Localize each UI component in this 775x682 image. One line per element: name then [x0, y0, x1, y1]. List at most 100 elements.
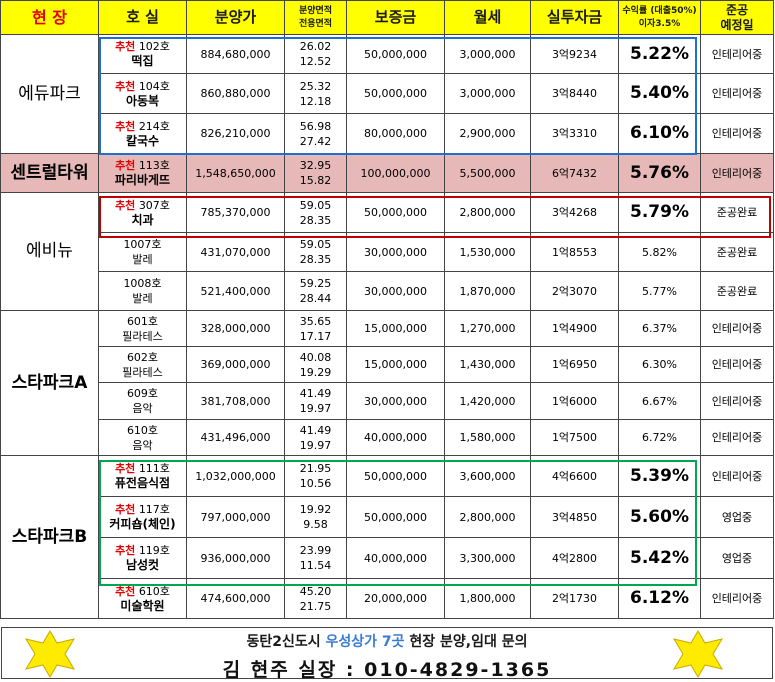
- deposit-cell: 40,000,000: [346, 419, 445, 456]
- status-cell: 인테리어중: [700, 153, 774, 193]
- sale-area: 21.95: [299, 462, 332, 475]
- yield-cell: 5.82%: [618, 232, 701, 272]
- rent-cell: 2,800,000: [444, 192, 531, 233]
- exclusive-area: 21.75: [299, 599, 332, 613]
- investment-cell: 3억4268: [530, 192, 619, 233]
- recommend-badge: 추천: [115, 584, 136, 598]
- sale-area: 32.95: [299, 159, 332, 172]
- rent-cell: 3,600,000: [444, 455, 531, 497]
- recommend-badge: 추천: [115, 198, 136, 212]
- unit-cell: 추천 111호 퓨전음식점: [98, 455, 187, 497]
- investment-cell: 3억8440: [530, 73, 619, 114]
- yield-cell: 5.22%: [618, 34, 701, 74]
- area-cell: 59.25 28.44: [284, 271, 347, 311]
- sale-area: 26.02: [299, 40, 332, 53]
- sale-area: 23.99: [299, 544, 332, 557]
- sale-area: 41.49: [299, 423, 332, 437]
- status-cell: 영업중: [700, 537, 774, 579]
- unit-cell: 1008호 발레: [98, 271, 187, 311]
- unit-cell: 601호 필라테스: [98, 310, 187, 347]
- listing-body: 에듀파크 추천 102호 떡집 884,680,000 26.02 12.52 50,000…: [0, 34, 774, 619]
- yield-cell: 6.72%: [618, 419, 701, 456]
- investment-cell: 2억1730: [530, 578, 619, 619]
- price-cell: 431,496,000: [186, 419, 285, 456]
- deposit-cell: 50,000,000: [346, 455, 445, 497]
- tenant-name: 파리바게뜨: [114, 173, 171, 187]
- unit-cell: 추천 113호 파리바게뜨: [98, 153, 187, 193]
- area-cell: 26.02 12.52: [284, 34, 347, 74]
- status-cell: 인테리어중: [700, 382, 774, 420]
- price-cell: 521,400,000: [186, 271, 285, 311]
- unit-number: 1008호: [123, 277, 162, 290]
- header-unit: 호 실: [98, 0, 187, 35]
- status-cell: 인테리어중: [700, 578, 774, 619]
- price-cell: 474,600,000: [186, 578, 285, 619]
- header-rent: 월세: [444, 0, 531, 35]
- deposit-cell: 50,000,000: [346, 496, 445, 538]
- rent-cell: 1,580,000: [444, 419, 531, 456]
- price-cell: 328,000,000: [186, 310, 285, 347]
- price-cell: 884,680,000: [186, 34, 285, 74]
- area-cell: 45.20 21.75: [284, 578, 347, 619]
- rent-cell: 1,420,000: [444, 382, 531, 420]
- site-name: 에비뉴: [0, 192, 99, 311]
- rent-cell: 2,900,000: [444, 113, 531, 154]
- rent-cell: 1,430,000: [444, 346, 531, 383]
- exclusive-area: 9.58: [303, 518, 328, 531]
- yield-cell: 5.60%: [618, 496, 701, 538]
- area-cell: 59.05 28.35: [284, 192, 347, 233]
- tenant-name: 치과: [131, 212, 154, 227]
- tenant-name: 필라테스: [122, 329, 163, 343]
- tenant-name: 음악: [132, 402, 153, 415]
- investment-cell: 1억8553: [530, 232, 619, 272]
- exclusive-area: 28.35: [299, 213, 332, 227]
- status-cell: 인테리어중: [700, 346, 774, 383]
- exclusive-area: 12.18: [299, 94, 332, 108]
- tenant-name: 커피숍(체인): [109, 517, 176, 531]
- recommend-badge: 추천: [115, 544, 136, 557]
- footer-contact-phone: 김 현주 실장 : 010-4829-1365: [222, 659, 552, 681]
- exclusive-area: 10.56: [299, 477, 332, 490]
- investment-cell: 2억3070: [530, 271, 619, 311]
- unit-number: 111호: [138, 462, 170, 475]
- site-name: 에듀파크: [0, 34, 99, 154]
- rent-cell: 1,270,000: [444, 310, 531, 347]
- table-row: 에비뉴 추천 307호 치과 785,370,000 59.05 28.35 50,000,…: [0, 192, 774, 311]
- deposit-cell: 80,000,000: [346, 113, 445, 154]
- sale-area: 40.08: [299, 350, 332, 364]
- status-cell: 인테리어중: [700, 310, 774, 347]
- exclusive-area: 19.29: [299, 365, 332, 379]
- footer-inquiry: 현장 분양,임대 문의: [409, 634, 528, 650]
- header-yield-top: 수익률 (대출50%): [622, 5, 697, 16]
- header-area: 분양면적 전용면적: [284, 0, 347, 35]
- status-cell: 인테리어중: [700, 419, 774, 456]
- area-cell: 35.65 17.17: [284, 310, 347, 347]
- price-cell: 431,070,000: [186, 232, 285, 272]
- status-cell: 인테리어중: [700, 34, 774, 74]
- header-area-bottom: 전용면적: [298, 18, 333, 29]
- sale-area: 56.98: [299, 119, 332, 133]
- unit-number: 104호: [138, 79, 170, 93]
- footer-highlight: 우성상가 7곳: [325, 634, 405, 650]
- deposit-cell: 30,000,000: [346, 271, 445, 311]
- star-right-icon: [672, 630, 724, 678]
- unit-cell: 추천 307호 치과: [98, 192, 187, 233]
- recommend-badge: 추천: [115, 40, 136, 53]
- exclusive-area: 12.52: [299, 55, 332, 68]
- yield-cell: 6.30%: [618, 346, 701, 383]
- unit-number: 214호: [138, 119, 170, 133]
- investment-cell: 4억2800: [530, 537, 619, 579]
- area-cell: 21.95 10.56: [284, 455, 347, 497]
- unit-number: 113호: [138, 159, 170, 172]
- investment-cell: 6억7432: [530, 153, 619, 193]
- table-row: 추천 104호 아동복 860,880,000 25.32 12.18 50,000,00…: [1, 73, 774, 114]
- recommend-badge: 추천: [115, 503, 136, 516]
- rent-cell: 1,870,000: [444, 271, 531, 311]
- deposit-cell: 15,000,000: [346, 346, 445, 383]
- status-cell: 인테리어중: [700, 113, 774, 154]
- yield-cell: 5.42%: [618, 537, 701, 579]
- unit-number: 602호: [126, 350, 159, 364]
- investment-cell: 3억9234: [530, 34, 619, 74]
- header-yield: 수익률 (대출50%) 이자3.5%: [618, 0, 701, 35]
- footer-location: 동탄2신도시: [246, 634, 321, 650]
